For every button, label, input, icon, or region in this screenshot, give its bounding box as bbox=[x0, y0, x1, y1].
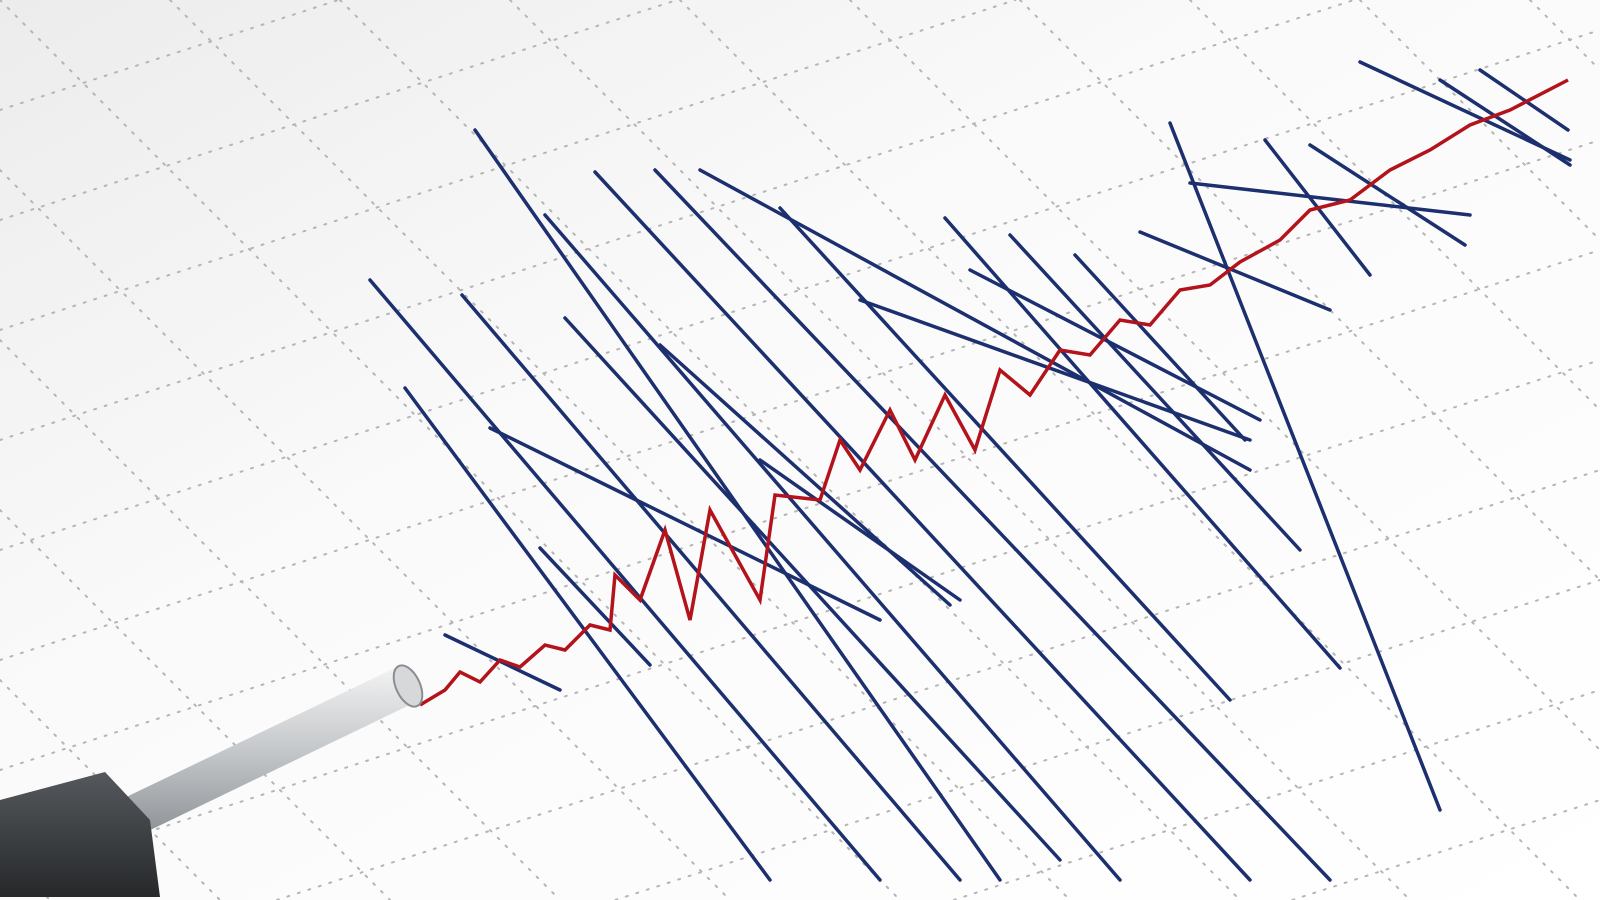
trace-swing bbox=[698, 168, 1252, 472]
trace-swing bbox=[543, 213, 1122, 882]
grid-line bbox=[0, 0, 678, 221]
trace-swing bbox=[538, 546, 652, 667]
trace-swing bbox=[858, 298, 1252, 442]
grid-line bbox=[0, 509, 391, 900]
trace-swing bbox=[1438, 78, 1572, 167]
grid-line bbox=[614, 579, 1600, 900]
grid-line bbox=[0, 0, 340, 111]
trace-swing bbox=[563, 316, 1062, 862]
grid-line bbox=[0, 339, 561, 900]
stylus-body bbox=[0, 772, 160, 897]
trace-swing bbox=[368, 278, 882, 882]
blue-trace bbox=[368, 60, 1572, 882]
trace-swing bbox=[653, 168, 1332, 882]
trace-swing bbox=[658, 343, 952, 607]
grid-line bbox=[1359, 0, 1600, 241]
trace-swing bbox=[1073, 253, 1247, 442]
trace-swing bbox=[1308, 143, 1467, 247]
red-trace bbox=[419, 78, 1569, 707]
trace-swing bbox=[593, 170, 1252, 882]
trace-swing bbox=[1008, 233, 1302, 552]
grid-line bbox=[0, 0, 1017, 331]
grid-line bbox=[849, 0, 1600, 751]
grid-line bbox=[1189, 0, 1600, 411]
trace-swing bbox=[968, 268, 1262, 422]
trace-swing bbox=[403, 386, 772, 882]
stylus-rod bbox=[120, 668, 420, 835]
trace-swing bbox=[1188, 181, 1472, 217]
stylus-tip bbox=[392, 664, 424, 708]
trace-swing bbox=[1138, 230, 1332, 312]
trace-swing bbox=[1478, 68, 1570, 132]
trace-swing bbox=[778, 206, 1232, 702]
grid-line bbox=[0, 169, 731, 900]
grid-line bbox=[1019, 0, 1600, 581]
trace-swing bbox=[1168, 121, 1442, 812]
trace-swing bbox=[460, 293, 962, 882]
stylus bbox=[0, 664, 424, 897]
grid-line bbox=[275, 469, 1600, 900]
trace-swing bbox=[758, 458, 962, 602]
trace-swing bbox=[488, 426, 882, 622]
